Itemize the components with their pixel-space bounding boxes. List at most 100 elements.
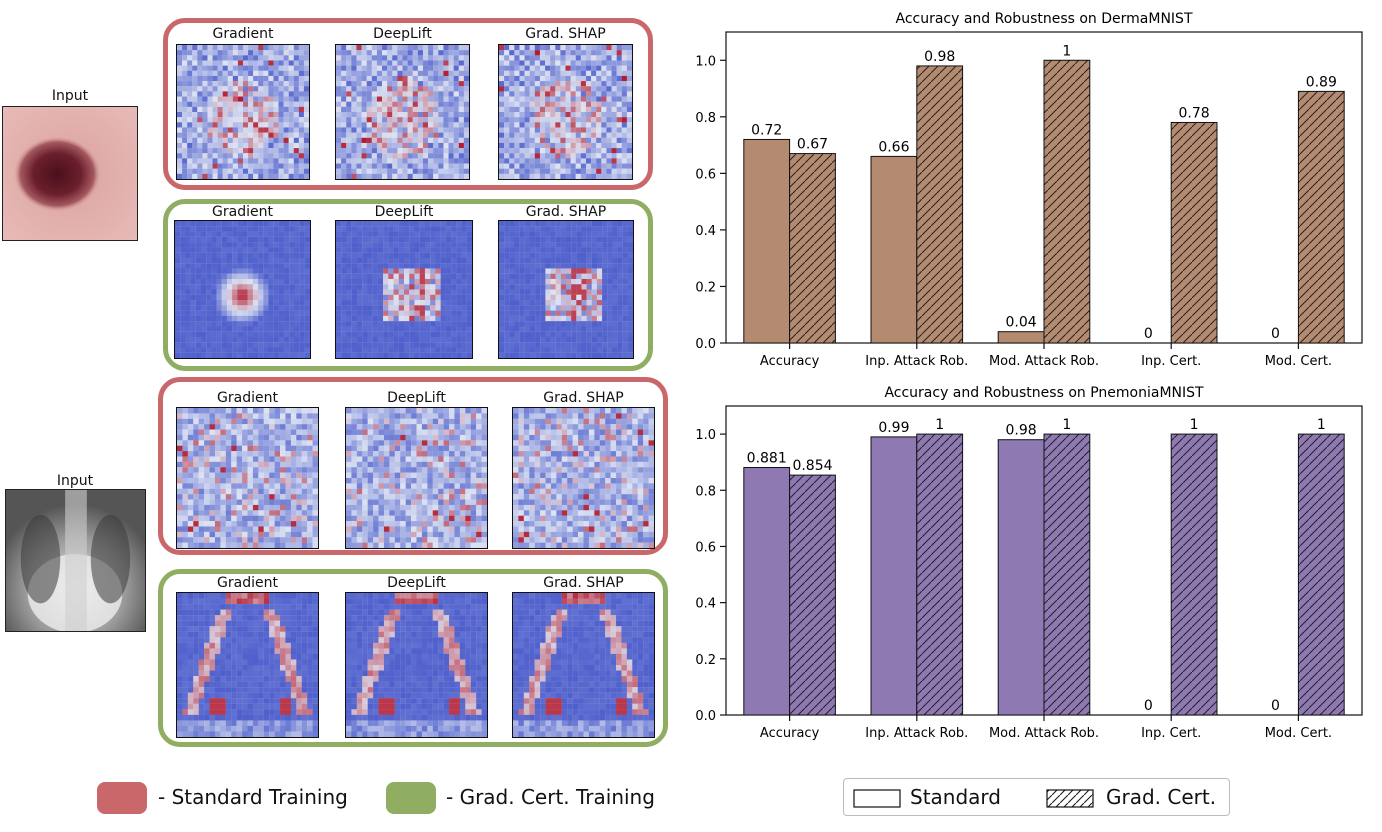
input-image-derma [2,106,138,241]
bar-standard [997,331,1045,344]
y-tick-label: 1.0 [695,54,716,69]
legend-swatch-standard [97,782,147,814]
attribution-heatmap [335,44,470,180]
attribution-heatmap [498,44,633,180]
attribution-heatmap [176,592,319,738]
attribution-heatmap [335,220,473,359]
y-tick-label: 0.2 [695,653,716,668]
chart-legend-standard: Standard [910,785,1001,809]
panel-title: Grad. SHAP [525,204,607,220]
heatmap-svg [177,593,318,737]
y-tick-label: 0.4 [695,224,716,239]
chart-title: Accuracy and Robustness on PnemoniaMNIST [884,385,1204,401]
attribution-heatmap [345,592,488,738]
chart-dermamnist: Accuracy and Robustness on DermaMNIST 0.0… [670,10,1382,378]
attribution-group-2-cert [163,199,653,371]
chart-title: Accuracy and Robustness on DermaMNIST [895,11,1192,27]
heatmap-svg [346,408,487,548]
bar-standard [870,155,918,344]
heatmap-svg [513,408,654,548]
heatmap-svg [346,593,487,737]
bar-standard [743,467,791,716]
x-tick-label: Mod. Attack Rob. [989,354,1099,369]
chart-pneumoniamnist-svg: Accuracy and Robustness on PnemoniaMNIST… [695,385,1363,741]
y-tick-label: 0.0 [695,709,716,724]
bar-value-label: 0 [1144,326,1153,342]
y-tick-label: 0.0 [695,337,716,352]
bar-value-label: 0.67 [797,137,828,153]
attribution-group-3-standard [158,377,668,555]
bar-standard [997,439,1045,716]
attribution-group-1-standard [163,18,653,190]
attribution-group-4-cert [158,569,668,747]
x-tick-label: Inp. Cert. [1141,354,1201,369]
chest-xray-image [6,490,145,631]
input-label-pneumonia: Input [56,473,94,489]
bar-cert [1297,433,1345,716]
x-tick-label: Mod. Cert. [1265,726,1332,741]
bar-cert [789,153,836,344]
bar-cert [1170,121,1218,344]
heatmap-svg [499,221,633,358]
y-tick-label: 0.4 [695,597,716,612]
bar-value-label: 0.04 [1006,315,1037,331]
bar-value-label: 1 [1062,43,1071,59]
heatmap-svg [175,221,310,358]
heatmap-svg [513,593,654,737]
legend-swatch-cert-hatched [1046,789,1094,808]
bar-value-label: 1 [1317,417,1326,433]
bar-value-label: 0.854 [792,458,832,474]
y-tick-label: 0.8 [695,111,716,126]
x-tick-label: Accuracy [760,354,820,369]
x-tick-label: Inp. Cert. [1141,726,1201,741]
bar-cert [789,474,836,716]
legend-swatch-cert [386,782,436,814]
bar-value-label: 0.78 [1179,105,1210,121]
panel-title: Gradient [217,575,278,591]
bar-value-label: 0.881 [747,451,787,467]
panel-title: Gradient [212,204,273,220]
legend-label-standard-training: - Standard Training [158,785,348,809]
heatmap-svg [336,45,469,179]
bar-value-label: 0 [1144,698,1153,714]
chart-legend: Standard Grad. Cert. [843,778,1230,816]
bar-cert [1043,59,1091,344]
input-image-pneumonia [5,489,146,632]
panel-title: DeepLift [374,204,434,220]
bar-value-label: 0 [1271,326,1280,342]
panel-title: DeepLift [373,26,432,42]
bar-value-label: 1 [1062,417,1071,433]
bar-value-label: 1 [935,417,944,433]
bar-cert [1043,433,1091,716]
bar-value-label: 0.98 [1006,423,1037,439]
input-label-derma: Input [51,88,89,104]
panel-title: Grad. SHAP [543,575,624,591]
legend-swatch-standard-plain [853,789,901,808]
panel-title: Gradient [217,390,278,406]
attribution-heatmap [512,592,655,738]
heatmap-svg [499,45,632,179]
bar-value-label: 0.72 [751,122,782,138]
attribution-heatmap [176,407,319,549]
bar-cert [916,433,964,716]
x-tick-label: Mod. Attack Rob. [989,726,1099,741]
skin-lesion-image [3,107,137,240]
bar-value-label: 0.98 [924,49,955,65]
bar-cert [916,65,964,344]
bar-value-label: 0.99 [878,420,909,436]
chart-legend-swatches [853,789,1094,808]
panel-title: Grad. SHAP [525,26,606,42]
bar-value-label: 0.66 [878,139,909,155]
heatmap-svg [177,45,309,179]
x-tick-label: Mod. Cert. [1265,354,1332,369]
attribution-heatmap [498,220,634,359]
heatmap-svg [336,221,472,358]
bar-value-label: 1 [1190,417,1199,433]
bar-value-label: 0 [1271,698,1280,714]
y-tick-label: 0.6 [695,540,716,555]
panel-title: DeepLift [387,575,446,591]
bar-cert [1297,90,1345,344]
x-tick-label: Accuracy [760,726,820,741]
attribution-heatmap [176,44,310,180]
bar-cert [1170,433,1218,716]
